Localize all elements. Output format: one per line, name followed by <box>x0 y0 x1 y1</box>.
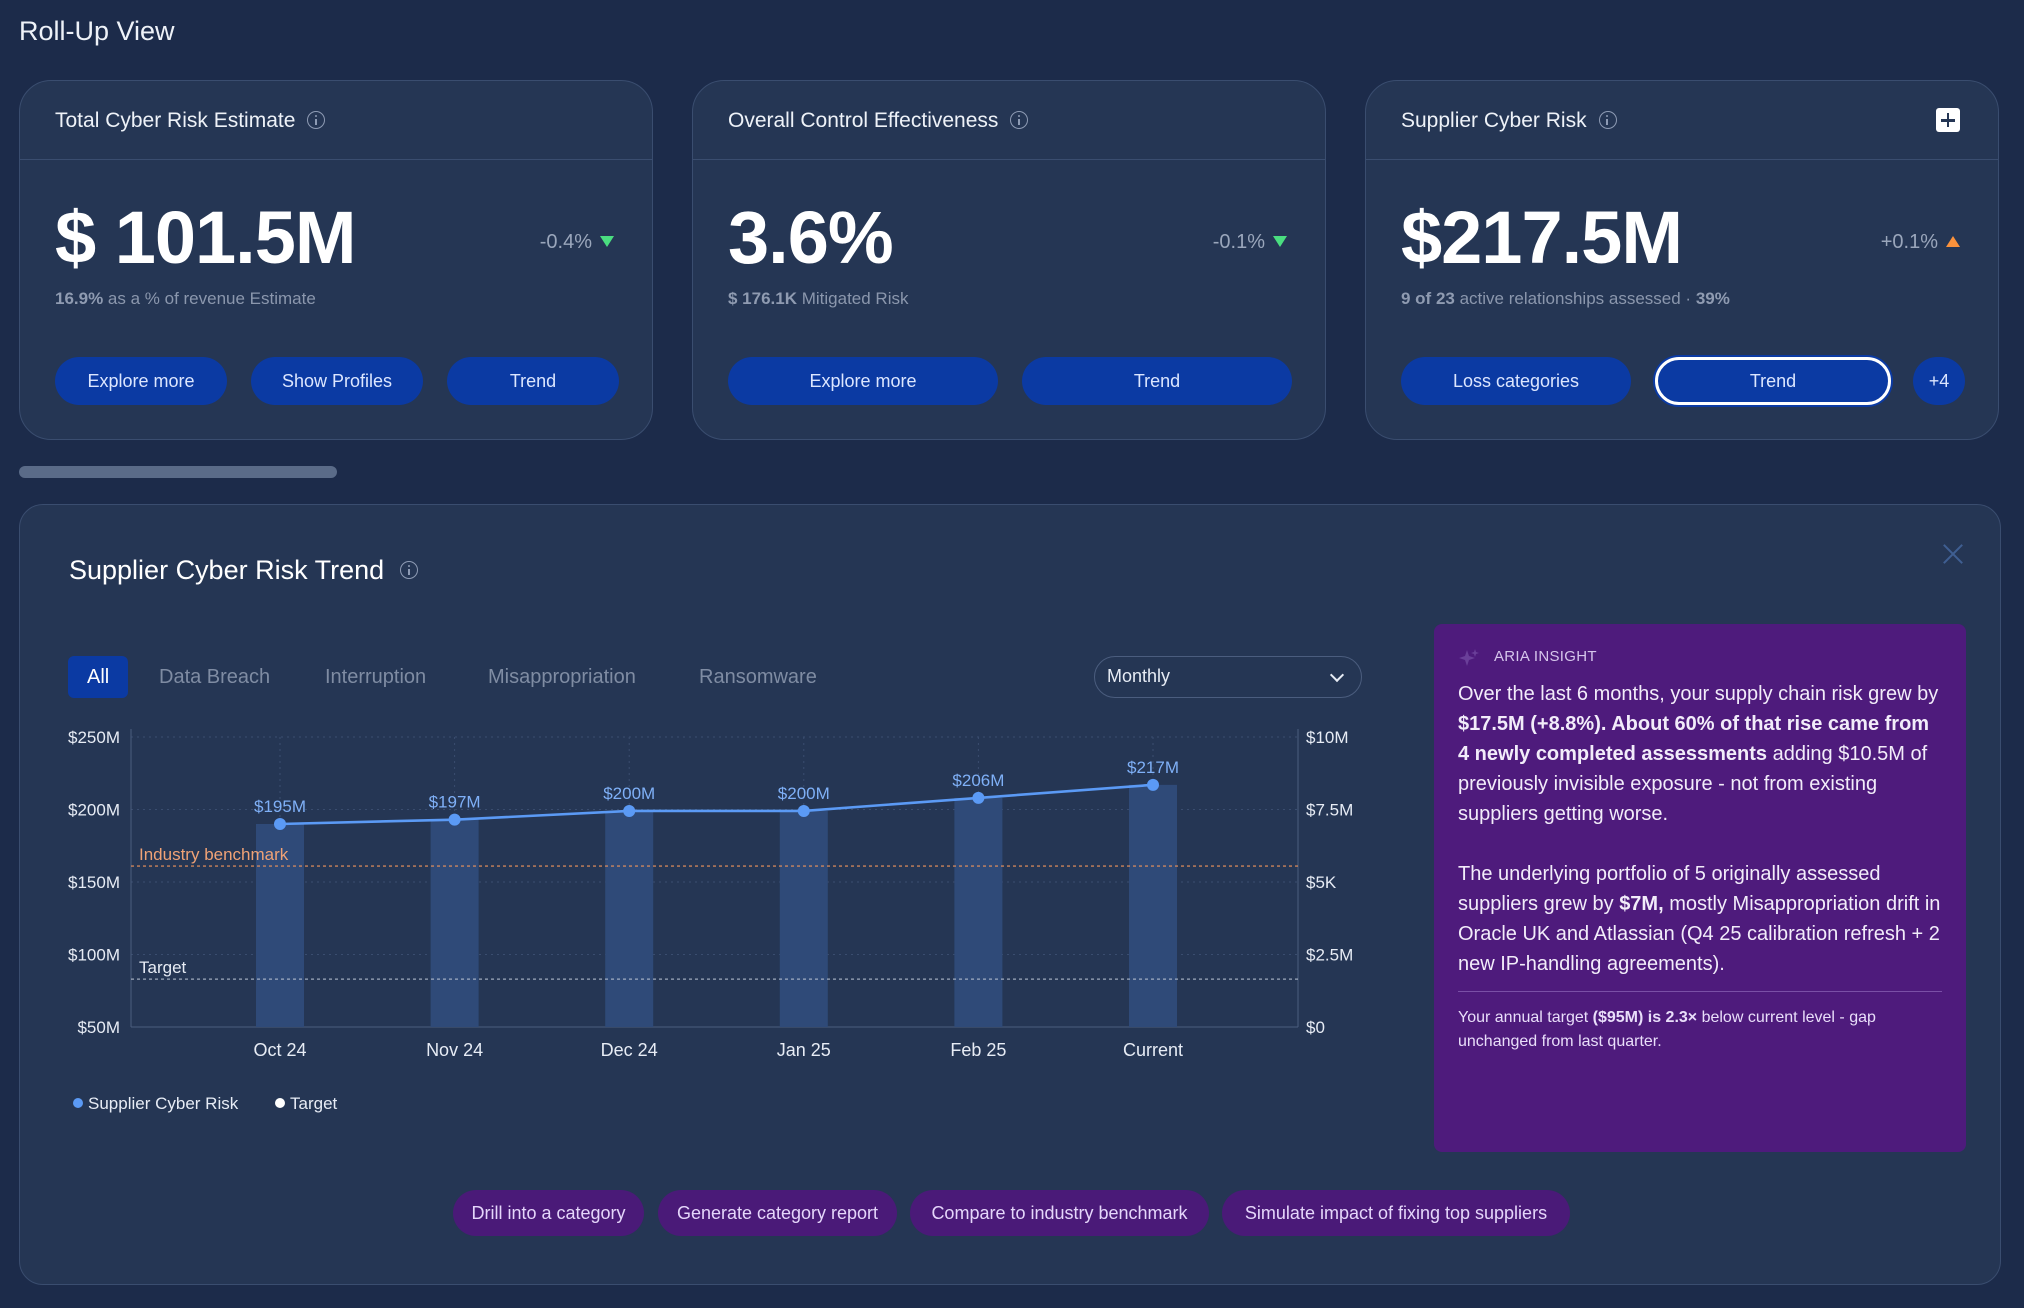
data-label: $200M <box>778 784 830 803</box>
explore-more-button[interactable]: Explore more <box>55 357 227 405</box>
metric-subtext: 16.9% as a % of revenue Estimate <box>55 289 316 308</box>
chart-bar <box>954 797 1003 1027</box>
add-icon[interactable] <box>1936 108 1960 132</box>
series-line <box>279 783 1154 826</box>
chart-bar <box>1129 784 1177 1027</box>
x-tick-label: Oct 24 <box>253 1040 306 1060</box>
tab-misappropriation[interactable]: Misappropriation <box>488 666 636 688</box>
insight-divider <box>1458 991 1942 992</box>
data-point <box>1147 778 1159 791</box>
legend-dot <box>275 1098 285 1108</box>
y-tick-label-right: $5K <box>1306 873 1337 892</box>
data-label: $197M <box>429 793 481 812</box>
tab-ransomware[interactable]: Ransomware <box>699 666 817 688</box>
metric-value: $217.5M <box>1401 196 1683 279</box>
total-cyber-risk-card: Total Cyber Risk Estimate $ 101.5M -0.4%… <box>19 80 653 440</box>
insight-paragraph-1: Over the last 6 months, your supply chai… <box>1458 683 1939 825</box>
insight-paragraph-2: The underlying portfolio of 5 originally… <box>1458 863 1941 975</box>
panel-title: Supplier Cyber Risk Trend <box>69 555 419 586</box>
info-icon[interactable] <box>307 111 326 129</box>
metric-delta: +0.1% <box>1881 231 1960 254</box>
data-point <box>274 818 286 830</box>
card-title: Total Cyber Risk Estimate <box>55 109 326 133</box>
trend-chart: $250M $10M $200M $7.5M $150M $5K $100M $2.5M $50… <box>68 728 1353 1060</box>
horizontal-scrollbar[interactable] <box>19 466 337 478</box>
tab-interruption[interactable]: Interruption <box>325 666 427 688</box>
tab-all[interactable]: All <box>68 656 129 698</box>
sparkle-icon <box>1459 649 1479 666</box>
data-point <box>797 804 810 817</box>
metric-delta: -0.1% <box>1213 231 1287 254</box>
data-point <box>623 804 636 817</box>
card-header: Overall Control Effectiveness <box>693 81 1325 160</box>
compare-benchmark-button[interactable]: Compare to industry benchmark <box>910 1190 1209 1236</box>
loss-categories-button[interactable]: Loss categories <box>1401 357 1631 405</box>
supplier-cyber-risk-card: Supplier Cyber Risk $217.5M +0.1% 9 of 2… <box>1365 80 1999 440</box>
legend-item-supplier-risk: Supplier Cyber Risk <box>73 1094 238 1114</box>
tab-data-breach[interactable]: Data Breach <box>159 666 271 688</box>
legend-item-target: Target <box>275 1094 337 1114</box>
x-tick-label: Nov 24 <box>426 1040 483 1060</box>
trend-panel: Supplier Cyber Risk Trend All Data Breac… <box>19 504 2001 1285</box>
period-select[interactable]: Monthly <box>1094 656 1362 698</box>
metric-delta: -0.4% <box>540 231 614 254</box>
trend-down-icon <box>600 236 614 247</box>
show-profiles-button[interactable]: Show Profiles <box>251 357 423 405</box>
y-tick-label-left: $150M <box>68 873 120 892</box>
generate-category-report-button[interactable]: Generate category report <box>658 1190 897 1236</box>
y-tick-label-right: $0 <box>1306 1018 1325 1037</box>
more-buttons-badge[interactable]: +4 <box>1913 357 1965 405</box>
insight-label: ARIA INSIGHT <box>1494 648 1597 665</box>
simulate-impact-button[interactable]: Simulate impact of fixing top suppliers <box>1222 1190 1570 1236</box>
x-tick-label: Dec 24 <box>601 1040 658 1060</box>
card-title: Overall Control Effectiveness <box>728 109 1029 133</box>
reference-line-label: Target <box>139 958 187 977</box>
legend-dot <box>73 1098 83 1108</box>
data-label: $195M <box>254 797 306 816</box>
metric-subtext: $ 176.1K Mitigated Risk <box>728 289 909 308</box>
page-title: Roll-Up View <box>19 16 175 46</box>
chart-bar <box>605 810 654 1027</box>
metric-value: 3.6% <box>728 196 894 279</box>
drill-into-category-button[interactable]: Drill into a category <box>453 1190 644 1236</box>
card-title: Supplier Cyber Risk <box>1401 109 1617 133</box>
y-tick-label-right: $2.5M <box>1306 946 1353 965</box>
trend-button[interactable]: Trend <box>1022 357 1292 405</box>
data-label: $206M <box>952 771 1004 790</box>
trend-button[interactable]: Trend <box>447 357 619 405</box>
y-tick-label-left: $100M <box>68 946 120 965</box>
data-label: $217M <box>1127 758 1179 777</box>
explore-more-button[interactable]: Explore more <box>728 357 998 405</box>
y-tick-label-left: $250M <box>68 728 120 747</box>
chart-bar <box>256 824 304 1027</box>
info-icon[interactable] <box>400 561 419 579</box>
data-label: $200M <box>603 784 655 803</box>
trend-button[interactable]: Trend <box>1655 357 1891 405</box>
close-icon[interactable] <box>1942 543 1964 565</box>
insight-footnote: Your annual target ($95M) is 2.3× below … <box>1458 1009 1876 1050</box>
chart-bar <box>779 810 828 1027</box>
y-tick-label-right: $7.5M <box>1306 801 1353 820</box>
x-tick-label: Jan 25 <box>777 1040 831 1060</box>
reference-line-label: Industry benchmark <box>139 845 289 864</box>
trend-up-icon <box>1946 236 1960 247</box>
trend-down-icon <box>1273 236 1287 247</box>
info-icon[interactable] <box>1010 111 1029 129</box>
y-tick-label-left: $200M <box>68 801 120 820</box>
x-tick-label: Feb 25 <box>950 1040 1006 1060</box>
chart-bar <box>430 819 479 1027</box>
metric-subtext: 9 of 23 active relationships assessed · … <box>1401 289 1730 308</box>
metric-value: $ 101.5M <box>55 196 357 279</box>
y-tick-label-right: $10M <box>1306 728 1349 747</box>
x-tick-label: Current <box>1123 1040 1183 1060</box>
y-tick-label-left: $50M <box>77 1018 120 1037</box>
info-icon[interactable] <box>1598 111 1617 129</box>
control-effectiveness-card: Overall Control Effectiveness 3.6% -0.1%… <box>692 80 1326 440</box>
card-header: Supplier Cyber Risk <box>1366 81 1998 160</box>
data-point <box>972 791 985 804</box>
aria-insight-box: ARIA INSIGHT Over the last 6 months, you… <box>1434 624 1966 1152</box>
data-point <box>448 813 461 826</box>
card-header: Total Cyber Risk Estimate <box>20 81 652 160</box>
